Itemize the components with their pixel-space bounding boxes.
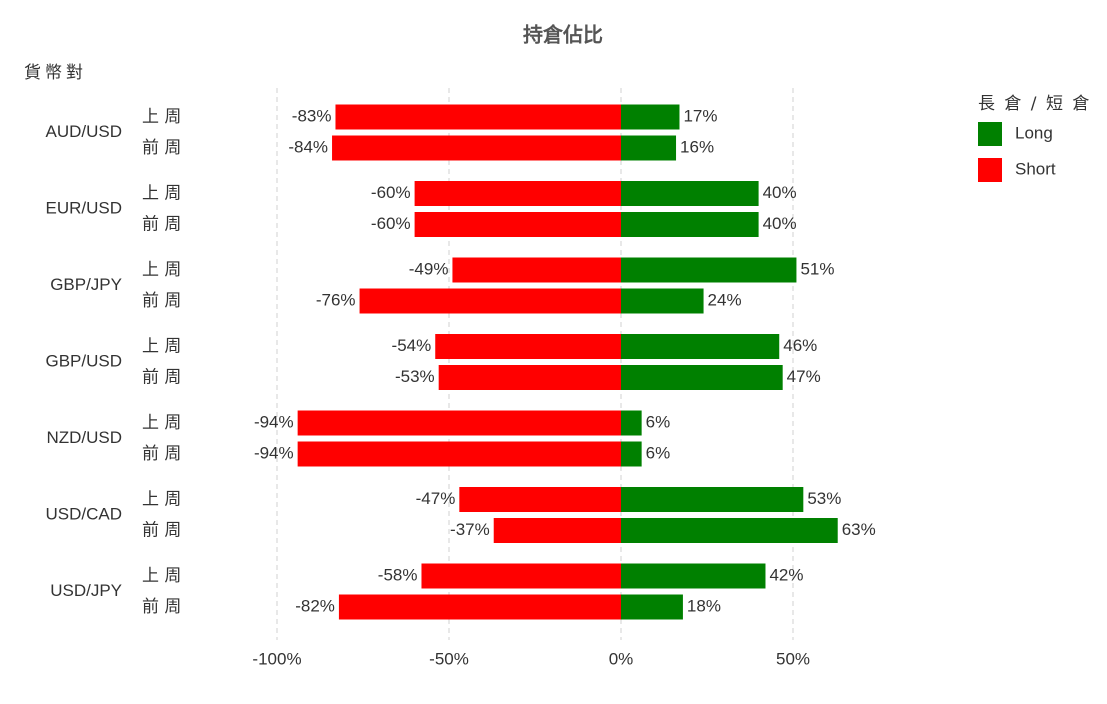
x-tick-label: 50%: [776, 649, 810, 668]
bar: [621, 518, 838, 543]
bar: [621, 135, 677, 161]
bar: [621, 594, 683, 620]
bar: [621, 212, 759, 237]
period-label: 前 周: [142, 444, 181, 464]
bar: [335, 104, 621, 130]
value-label: -83%: [292, 106, 332, 125]
legend-label: Long: [1015, 123, 1053, 142]
value-label: 18%: [687, 596, 721, 615]
bar: [332, 135, 621, 161]
x-tick-label: 0%: [609, 649, 634, 668]
x-tick-label: -100%: [252, 649, 301, 668]
value-label: -58%: [378, 565, 418, 584]
period-label: 上 周: [142, 107, 181, 127]
period-label: 上 周: [142, 184, 181, 204]
value-label: -60%: [371, 183, 411, 202]
period-label: 上 周: [142, 566, 181, 586]
bar: [621, 563, 766, 589]
category-label: NZD/USD: [46, 428, 122, 447]
period-label: 前 周: [142, 215, 181, 235]
bar: [621, 181, 759, 206]
bar: [452, 257, 621, 283]
bar: [435, 334, 621, 359]
value-label: -49%: [409, 259, 449, 278]
bar: [621, 104, 680, 130]
value-label: -76%: [316, 290, 356, 309]
period-label: 前 周: [142, 597, 181, 617]
bar: [621, 288, 704, 314]
bar: [338, 594, 621, 620]
value-label: 53%: [807, 489, 841, 508]
bar: [359, 288, 621, 314]
period-label: 前 周: [142, 291, 181, 311]
category-label: GBP/JPY: [50, 275, 122, 294]
period-label: 上 周: [142, 260, 181, 280]
bar: [297, 441, 621, 467]
x-tick-label: -50%: [429, 649, 469, 668]
period-label: 上 周: [142, 490, 181, 510]
bar: [621, 441, 642, 467]
bar: [421, 563, 621, 589]
bar: [621, 365, 783, 390]
value-label: 24%: [708, 290, 742, 309]
value-label: -94%: [254, 412, 294, 431]
value-label: 6%: [646, 412, 671, 431]
value-label: -54%: [392, 336, 432, 355]
value-label: 6%: [646, 443, 671, 462]
period-label: 前 周: [142, 368, 181, 388]
bar: [459, 487, 621, 512]
value-label: 51%: [800, 259, 834, 278]
bar: [297, 410, 621, 436]
value-label: -47%: [416, 489, 456, 508]
bar: [493, 518, 621, 543]
value-label: -94%: [254, 443, 294, 462]
value-label: 46%: [783, 336, 817, 355]
value-label: -37%: [450, 520, 490, 539]
period-label: 前 周: [142, 521, 181, 541]
legend-swatch: [978, 122, 1002, 146]
value-label: -84%: [288, 137, 328, 156]
value-label: 42%: [769, 565, 803, 584]
category-label: AUD/USD: [45, 122, 122, 141]
bar: [621, 487, 804, 512]
category-label: EUR/USD: [45, 198, 122, 217]
period-label: 上 周: [142, 337, 181, 357]
category-label: USD/CAD: [45, 504, 122, 523]
value-label: 40%: [763, 214, 797, 233]
bar: [414, 212, 621, 237]
y-axis-title: 貨幣對: [24, 63, 87, 83]
category-label: USD/JPY: [50, 581, 122, 600]
bar: [621, 257, 797, 283]
category-label: GBP/USD: [45, 351, 122, 370]
value-label: 17%: [683, 106, 717, 125]
legend-title: 長 倉 / 短 倉: [978, 94, 1091, 114]
value-label: 40%: [763, 183, 797, 202]
value-label: -60%: [371, 214, 411, 233]
legend-label: Short: [1015, 159, 1056, 178]
value-label: 16%: [680, 137, 714, 156]
bar: [414, 181, 621, 206]
value-label: -53%: [395, 367, 435, 386]
bar: [438, 365, 621, 390]
period-label: 前 周: [142, 138, 181, 158]
legend-swatch: [978, 158, 1002, 182]
chart-title: 持倉佔比: [523, 22, 603, 46]
value-label: -82%: [295, 596, 335, 615]
bar: [621, 334, 780, 359]
period-label: 上 周: [142, 413, 181, 433]
value-label: 63%: [842, 520, 876, 539]
value-label: 47%: [787, 367, 821, 386]
bar: [621, 410, 642, 436]
